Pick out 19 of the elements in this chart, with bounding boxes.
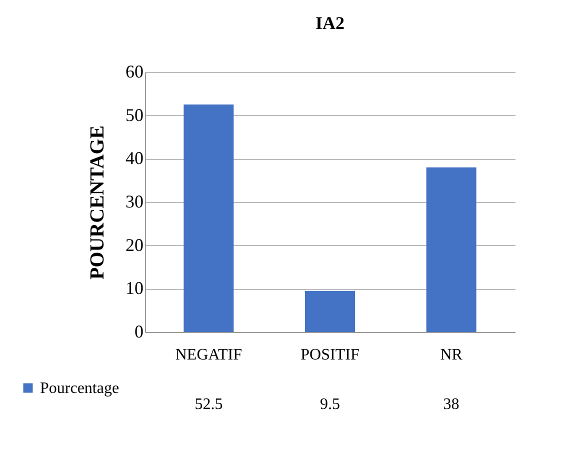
y-tick-label: 20	[126, 234, 144, 255]
x-tick-label: NR	[440, 346, 463, 364]
y-tick-label: 10	[126, 278, 144, 298]
bar	[426, 167, 476, 332]
bar	[305, 290, 355, 332]
data-label: 9.5	[320, 396, 340, 413]
y-axis-title: POURCENTAGE	[86, 125, 108, 280]
x-tick-label: NEGATIF	[175, 346, 242, 364]
x-tick-label: POSITIF	[300, 346, 360, 364]
y-tick-label: 50	[126, 104, 144, 125]
y-tick-label: 60	[126, 62, 144, 82]
bar	[184, 104, 234, 332]
y-tick-label: 30	[126, 192, 144, 212]
legend-label: Pourcentage	[40, 380, 120, 397]
data-label: 52.5	[194, 396, 223, 413]
y-tick-label: 0	[134, 322, 144, 342]
y-tick-label: 40	[126, 148, 144, 168]
data-label: 38	[443, 396, 460, 413]
chart-title: IA2	[315, 13, 345, 33]
